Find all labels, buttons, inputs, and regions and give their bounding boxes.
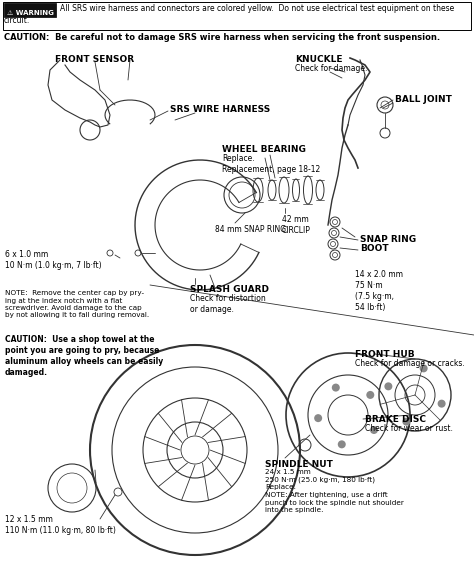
Text: FRONT HUB: FRONT HUB	[355, 350, 415, 359]
FancyBboxPatch shape	[3, 2, 471, 30]
Text: Check for damage.: Check for damage.	[295, 64, 367, 73]
Circle shape	[366, 391, 374, 399]
Text: SPINDLE NUT: SPINDLE NUT	[265, 460, 333, 469]
Text: 14 x 2.0 mm
75 N·m
(7.5 kg·m,
54 lb·ft): 14 x 2.0 mm 75 N·m (7.5 kg·m, 54 lb·ft)	[355, 270, 403, 312]
Text: BALL JOINT: BALL JOINT	[395, 95, 452, 104]
Text: Check for wear or rust.: Check for wear or rust.	[365, 424, 453, 433]
Text: WHEEL BEARING: WHEEL BEARING	[222, 145, 306, 154]
Circle shape	[402, 417, 410, 426]
Text: 84 mm SNAP RING: 84 mm SNAP RING	[215, 225, 286, 234]
Text: ⚠ WARNING: ⚠ WARNING	[7, 10, 54, 16]
Text: 12 x 1.5 mm
110 N·m (11.0 kg·m, 80 lb·ft): 12 x 1.5 mm 110 N·m (11.0 kg·m, 80 lb·ft…	[5, 515, 116, 535]
Circle shape	[384, 382, 392, 390]
Text: BOOT: BOOT	[360, 244, 389, 253]
Text: 42 mm
CIRCLIP: 42 mm CIRCLIP	[282, 215, 311, 235]
Text: CAUTION:  Use a shop towel at the
point you are going to pry, because
aluminum a: CAUTION: Use a shop towel at the point y…	[5, 335, 163, 377]
Text: SRS WIRE HARNESS: SRS WIRE HARNESS	[170, 105, 270, 114]
Text: FRONT SENSOR: FRONT SENSOR	[55, 55, 135, 64]
Circle shape	[419, 364, 428, 372]
Text: All SRS wire harness and connectors are colored yellow.  Do not use electrical t: All SRS wire harness and connectors are …	[60, 4, 454, 13]
Text: SPLASH GUARD: SPLASH GUARD	[190, 285, 269, 294]
Text: 6 x 1.0 mm
10 N·m (1.0 kg·m, 7 lb·ft): 6 x 1.0 mm 10 N·m (1.0 kg·m, 7 lb·ft)	[5, 250, 101, 270]
Text: CAUTION:  Be careful not to damage SRS wire harness when servicing the front sus: CAUTION: Be careful not to damage SRS wi…	[4, 33, 440, 42]
Bar	[4, 3, 56, 17]
Circle shape	[332, 384, 340, 391]
Text: Replace.
Replacement, page 18-12: Replace. Replacement, page 18-12	[222, 154, 320, 174]
Circle shape	[438, 400, 446, 408]
Text: BRAKE DISC: BRAKE DISC	[365, 415, 426, 424]
Text: 24 x 1.5 mm
250 N·m (25.0 kg·m, 180 lb·ft)
Replace.
NOTE: After tightening, use : 24 x 1.5 mm 250 N·m (25.0 kg·m, 180 lb·f…	[265, 469, 404, 513]
Text: NOTE:  Remove the center cap by pry-
ing at the index notch with a flat
screwdri: NOTE: Remove the center cap by pry- ing …	[5, 290, 149, 319]
Text: Check for damage or cracks.: Check for damage or cracks.	[355, 359, 465, 368]
Text: Check for distortion
or damage.: Check for distortion or damage.	[190, 294, 266, 314]
Text: circuit.: circuit.	[4, 16, 30, 25]
Circle shape	[338, 440, 346, 448]
Circle shape	[370, 426, 378, 434]
Text: SNAP RING: SNAP RING	[360, 235, 416, 244]
Text: KNUCKLE: KNUCKLE	[295, 55, 343, 64]
Circle shape	[314, 414, 322, 422]
